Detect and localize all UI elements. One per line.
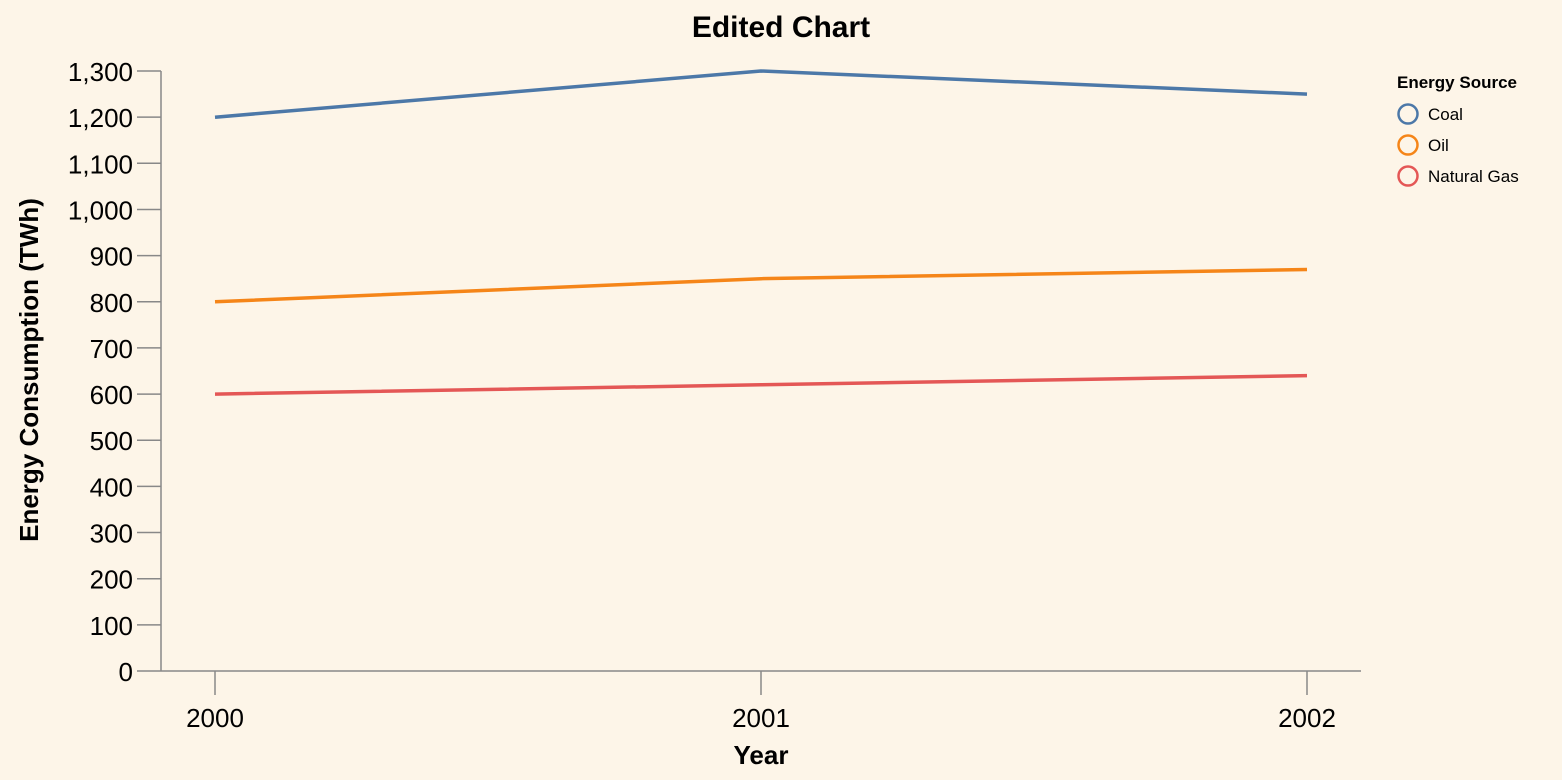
y-tick-label: 800 xyxy=(90,288,133,318)
legend-symbol xyxy=(1397,165,1419,187)
legend-label: Natural Gas xyxy=(1428,167,1519,186)
chart-title: Edited Chart xyxy=(692,11,870,44)
legend-label: Oil xyxy=(1428,136,1449,155)
y-axis-title: Energy Consumption (TWh) xyxy=(14,198,44,542)
y-tick-label: 200 xyxy=(90,565,133,595)
legend-label: Coal xyxy=(1428,105,1463,124)
x-axis: 2000 2001 2002 xyxy=(161,670,1361,733)
legend-symbol xyxy=(1397,103,1419,125)
y-tick-label: 100 xyxy=(90,611,133,641)
y-tick-label: 700 xyxy=(90,334,133,364)
y-axis: 0 100 200 300 400 500 600 700 800 900 1,000 1,100 1,… xyxy=(68,57,162,687)
y-tick-label: 0 xyxy=(119,657,133,687)
y-tick-label: 1,100 xyxy=(68,149,133,179)
y-tick-label: 500 xyxy=(90,426,133,456)
y-tick-label: 300 xyxy=(90,519,133,549)
legend-item: Coal xyxy=(1397,103,1463,125)
series-line-coal xyxy=(214,69,1308,119)
x-tick-label: 2002 xyxy=(1278,703,1336,733)
y-tick-label: 600 xyxy=(90,380,133,410)
legend-symbol xyxy=(1397,134,1419,156)
x-tick-label: 2000 xyxy=(186,703,244,733)
x-tick-label: 2001 xyxy=(732,703,790,733)
series-line-oil xyxy=(214,267,1308,304)
y-tick-label: 400 xyxy=(90,472,133,502)
y-tick-label: 1,000 xyxy=(68,195,133,225)
y-tick-label: 1,200 xyxy=(68,103,133,133)
series-line-natural-gas xyxy=(214,373,1308,396)
legend-item: Natural Gas xyxy=(1397,165,1519,187)
x-axis-title: Year xyxy=(734,740,789,770)
y-tick-label: 1,300 xyxy=(68,57,133,87)
legend-title: Energy Source xyxy=(1397,73,1517,92)
legend: Energy Source Coal Oil Natural Gas xyxy=(1397,73,1519,187)
legend-items: Coal Oil Natural Gas xyxy=(1397,103,1519,187)
legend-item: Oil xyxy=(1397,134,1449,156)
series-layer xyxy=(214,69,1308,396)
y-tick-label: 900 xyxy=(90,242,133,272)
